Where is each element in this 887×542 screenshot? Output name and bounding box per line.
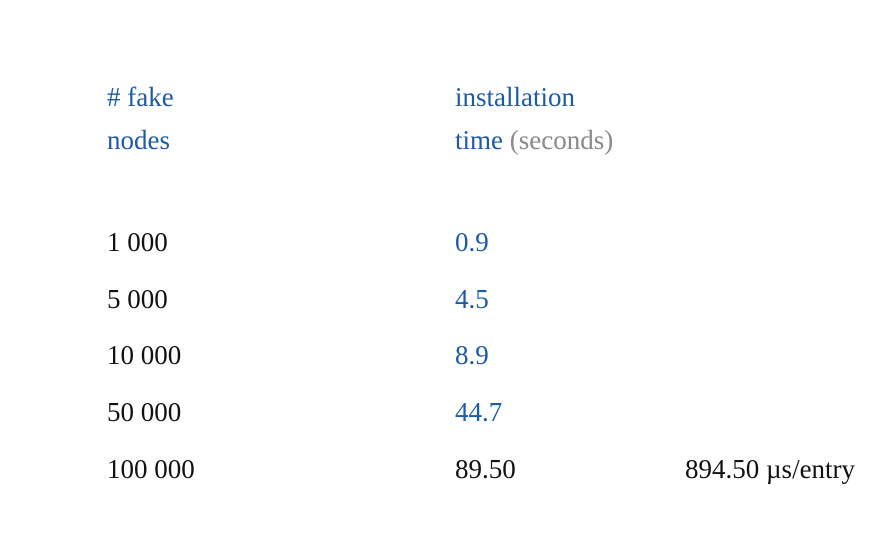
header-time-unit: (seconds) [509,125,614,155]
row-nodes-value: 1 000 [107,227,168,257]
header-installation-line2: time (seconds) [455,127,613,154]
row-per-entry-value: 894.50 µs/entry [685,454,856,484]
row-nodes-value: 100 000 [107,454,195,484]
row-time-value: 89.50 [455,454,516,484]
header-fake-nodes-line2: nodes [107,125,170,155]
header-fake-nodes-line1: # fake [107,82,174,112]
row-time-value: 44.7 [455,397,503,427]
row-nodes-value: 50 000 [107,397,182,427]
row-nodes-value: 10 000 [107,340,182,370]
row-nodes-value: 5 000 [107,284,168,314]
row-time-value: 0.9 [455,227,489,257]
header-time-label: time [455,125,503,155]
row-time-value: 8.9 [455,340,489,370]
row-time-value: 4.5 [455,284,489,314]
header-installation-line1: installation [455,82,575,112]
